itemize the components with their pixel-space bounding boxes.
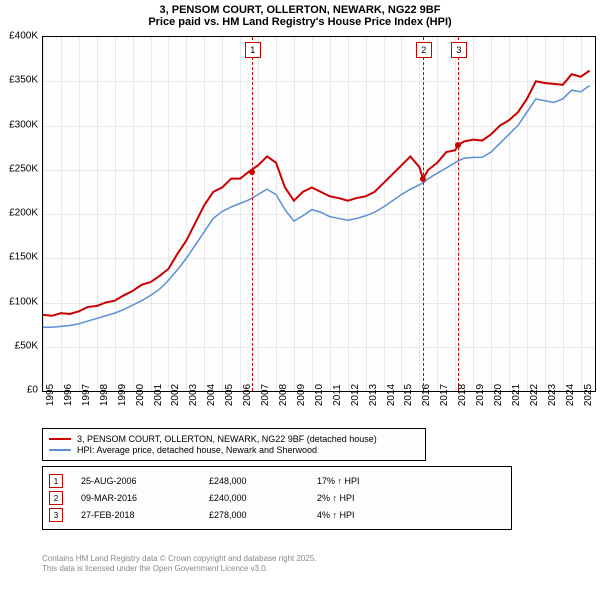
x-tick-label: 2024 xyxy=(565,384,576,406)
x-tick-label: 2012 xyxy=(350,384,361,406)
attribution-text: Contains HM Land Registry data © Crown c… xyxy=(42,554,317,573)
event-marker-line xyxy=(423,37,424,391)
x-tick-label: 2014 xyxy=(386,384,397,406)
x-tick-label: 2000 xyxy=(135,384,146,406)
event-delta: 4% ↑ HPI xyxy=(317,510,355,520)
x-tick-label: 1995 xyxy=(45,384,56,406)
y-tick-label: £400K xyxy=(0,31,38,42)
event-marker-dot xyxy=(455,142,461,148)
legend-row: HPI: Average price, detached house, Newa… xyxy=(49,445,419,455)
event-row: 3 27-FEB-2018 £278,000 4% ↑ HPI xyxy=(49,508,505,522)
y-tick-label: £350K xyxy=(0,75,38,86)
y-tick-label: £0 xyxy=(0,385,38,396)
y-tick-label: £100K xyxy=(0,296,38,307)
event-marker-dot xyxy=(249,169,255,175)
x-tick-label: 2008 xyxy=(278,384,289,406)
title-line-1: 3, PENSOM COURT, OLLERTON, NEWARK, NG22 … xyxy=(0,4,600,16)
y-tick-label: £50K xyxy=(0,340,38,351)
y-tick-label: £300K xyxy=(0,119,38,130)
x-tick-label: 2020 xyxy=(493,384,504,406)
chart-title: 3, PENSOM COURT, OLLERTON, NEWARK, NG22 … xyxy=(0,0,600,28)
legend-label: HPI: Average price, detached house, Newa… xyxy=(77,445,317,455)
x-tick-label: 2013 xyxy=(368,384,379,406)
plot-area: 1 2 3 xyxy=(42,36,596,392)
event-marker-line xyxy=(252,37,253,391)
series-line-subject xyxy=(43,71,590,316)
x-tick-label: 2001 xyxy=(153,384,164,406)
attribution-line: Contains HM Land Registry data © Crown c… xyxy=(42,554,317,564)
x-tick-label: 2018 xyxy=(457,384,468,406)
legend: 3, PENSOM COURT, OLLERTON, NEWARK, NG22 … xyxy=(42,428,426,461)
x-tick-label: 2007 xyxy=(260,384,271,406)
x-tick-label: 2016 xyxy=(421,384,432,406)
event-marker-box: 1 xyxy=(245,42,261,58)
event-price: £248,000 xyxy=(209,476,299,486)
x-tick-label: 2019 xyxy=(475,384,486,406)
event-price: £278,000 xyxy=(209,510,299,520)
x-tick-label: 2005 xyxy=(224,384,235,406)
event-row: 2 09-MAR-2016 £240,000 2% ↑ HPI xyxy=(49,491,505,505)
x-tick-label: 1997 xyxy=(81,384,92,406)
x-tick-label: 2022 xyxy=(529,384,540,406)
x-tick-label: 1998 xyxy=(99,384,110,406)
events-table: 1 25-AUG-2006 £248,000 17% ↑ HPI 2 09-MAR-201… xyxy=(42,466,512,530)
x-tick-label: 2002 xyxy=(170,384,181,406)
x-tick-label: 1999 xyxy=(117,384,128,406)
x-tick-label: 2021 xyxy=(511,384,522,406)
event-date: 09-MAR-2016 xyxy=(81,493,191,503)
event-marker-box: 2 xyxy=(416,42,432,58)
chart-container: 3, PENSOM COURT, OLLERTON, NEWARK, NG22 … xyxy=(0,0,600,590)
x-tick-label: 2011 xyxy=(332,384,343,406)
x-tick-label: 2006 xyxy=(242,384,253,406)
x-tick-label: 2003 xyxy=(188,384,199,406)
event-marker-box: 3 xyxy=(451,42,467,58)
x-tick-label: 2025 xyxy=(583,384,594,406)
x-tick-label: 2004 xyxy=(206,384,217,406)
legend-label: 3, PENSOM COURT, OLLERTON, NEWARK, NG22 … xyxy=(77,434,377,444)
y-tick-label: £250K xyxy=(0,163,38,174)
attribution-line: This data is licensed under the Open Gov… xyxy=(42,564,317,574)
legend-row: 3, PENSOM COURT, OLLERTON, NEWARK, NG22 … xyxy=(49,434,419,444)
legend-swatch xyxy=(49,438,71,440)
event-price: £240,000 xyxy=(209,493,299,503)
event-row-marker: 3 xyxy=(49,508,63,522)
legend-swatch xyxy=(49,449,71,451)
x-tick-label: 2009 xyxy=(296,384,307,406)
series-svg xyxy=(43,37,595,391)
event-delta: 17% ↑ HPI xyxy=(317,476,360,486)
x-tick-label: 2017 xyxy=(439,384,450,406)
y-tick-label: £200K xyxy=(0,208,38,219)
x-tick-label: 1996 xyxy=(63,384,74,406)
y-tick-label: £150K xyxy=(0,252,38,263)
event-date: 27-FEB-2018 xyxy=(81,510,191,520)
event-row-marker: 2 xyxy=(49,491,63,505)
event-row: 1 25-AUG-2006 £248,000 17% ↑ HPI xyxy=(49,474,505,488)
title-line-2: Price paid vs. HM Land Registry's House … xyxy=(0,16,600,28)
x-tick-label: 2010 xyxy=(314,384,325,406)
event-row-marker: 1 xyxy=(49,474,63,488)
event-date: 25-AUG-2006 xyxy=(81,476,191,486)
event-delta: 2% ↑ HPI xyxy=(317,493,355,503)
x-tick-label: 2015 xyxy=(403,384,414,406)
event-marker-dot xyxy=(420,176,426,182)
x-tick-label: 2023 xyxy=(547,384,558,406)
event-marker-line xyxy=(458,37,459,391)
